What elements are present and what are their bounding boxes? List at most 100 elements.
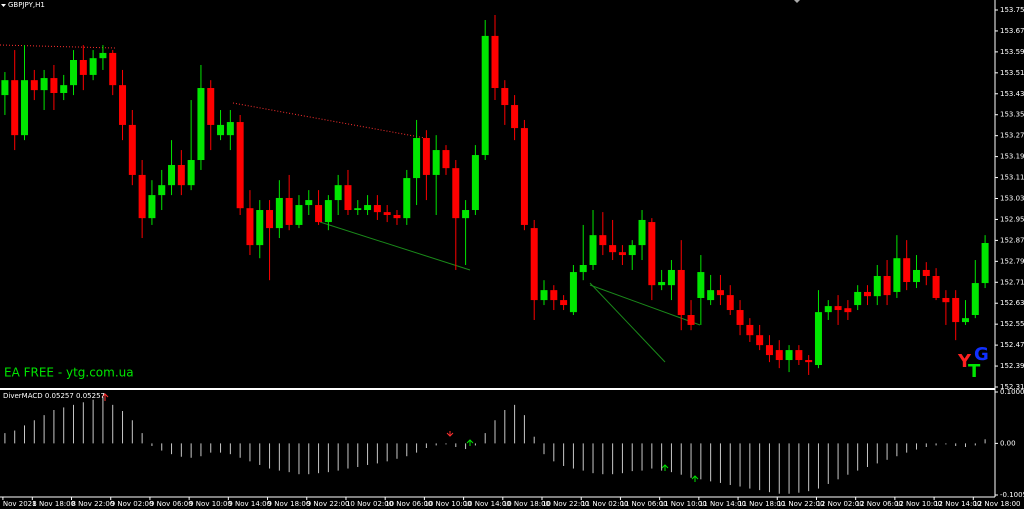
candle-body — [501, 88, 509, 106]
candle-body — [697, 272, 705, 298]
candle-body — [275, 197, 283, 229]
y-tick-label: 153.355 — [1000, 111, 1024, 119]
candle-body — [373, 205, 381, 213]
candle-body — [511, 105, 519, 129]
y-tick-label: 152.315 — [1000, 383, 1024, 391]
candle-body — [128, 124, 136, 175]
x-tick-label: 8 Nov 22:00 — [72, 500, 115, 508]
y-tick-label: 153.595 — [1000, 48, 1024, 56]
candle-body — [530, 228, 538, 301]
candle-body — [687, 315, 695, 325]
y-tick-label: 152.955 — [1000, 215, 1024, 223]
candle-body — [883, 275, 891, 296]
candle-body — [775, 350, 783, 361]
candle-body — [736, 310, 744, 325]
x-tick-label: 12 Nov 14:00 — [934, 500, 981, 508]
candle-body — [981, 243, 989, 284]
x-tick-label: 9 Nov 10:00 — [189, 500, 232, 508]
signal-arrows — [101, 393, 699, 482]
x-tick-label: 8 Nov 18:00 — [32, 500, 75, 508]
candle-body — [30, 80, 38, 91]
candle-body — [236, 122, 244, 209]
candle-body — [89, 58, 97, 75]
candle-body — [618, 252, 626, 256]
candle-body — [971, 283, 979, 316]
candle-body — [560, 300, 568, 306]
y-tick-label: 153.675 — [1000, 27, 1024, 35]
x-tick-label: 11 Nov 06:00 — [620, 500, 667, 508]
arrow-down — [446, 431, 454, 437]
x-tick-label: 12 Nov 18:00 — [973, 500, 1020, 508]
candle-body — [805, 360, 813, 363]
candle-body — [550, 290, 558, 301]
candle-body — [893, 258, 901, 292]
candle-body — [658, 282, 666, 286]
divergence-line — [0, 44, 116, 49]
candle-body — [70, 60, 78, 86]
arrow-up — [466, 439, 474, 446]
candle-body — [834, 306, 842, 311]
y-tick-label: 152.875 — [1000, 236, 1024, 244]
candle-body — [814, 312, 822, 366]
candle-body — [168, 164, 176, 186]
y-tick-label: 153.515 — [1000, 69, 1024, 77]
candle-body — [148, 195, 156, 219]
candle-body — [138, 174, 146, 219]
candle-body — [952, 297, 960, 323]
divergence-line — [589, 282, 666, 363]
candle-body — [226, 122, 234, 136]
candle-body — [60, 85, 68, 93]
candle-body — [334, 185, 342, 201]
candle-body — [491, 35, 499, 89]
candle-body — [903, 258, 911, 283]
candle-body — [854, 291, 862, 306]
y-tick-label: 153.435 — [1000, 90, 1024, 98]
candle-body — [432, 150, 440, 175]
arrow-up — [661, 464, 669, 471]
candle-body — [638, 219, 646, 246]
candle-body — [393, 214, 401, 219]
candle-body — [344, 185, 352, 211]
y-tick-label: -0.1005 — [1000, 491, 1024, 499]
y-tick-label: 0.100037 — [1000, 388, 1024, 396]
x-tick-label: 9 Nov 02:00 — [111, 500, 154, 508]
candle-body — [873, 275, 881, 297]
y-tick-label: 152.395 — [1000, 362, 1024, 370]
candle-body — [932, 275, 940, 298]
divergence-line — [232, 102, 426, 139]
candle-body — [315, 205, 323, 223]
candle-body — [481, 35, 489, 156]
candle-body — [579, 264, 587, 273]
candle-body — [844, 308, 852, 313]
candle-body — [677, 269, 685, 316]
candle-body — [716, 290, 724, 296]
y-tick-label: 0.00 — [1000, 439, 1016, 447]
candle-body — [21, 80, 29, 136]
candle-body — [364, 205, 372, 211]
candle-body — [707, 290, 715, 301]
y-tick-label: 153.275 — [1000, 132, 1024, 140]
y-tick-label: 152.475 — [1000, 341, 1024, 349]
candle-body — [40, 78, 48, 91]
arrow-up — [691, 475, 699, 482]
candle-body — [452, 168, 460, 219]
x-tick-label: 9 Nov 22:00 — [307, 500, 350, 508]
candle-body — [413, 138, 421, 179]
candle-body — [50, 78, 58, 93]
x-tick-label: 12 Nov 10:00 — [895, 500, 942, 508]
x-tick-label: 11 Nov 02:00 — [581, 500, 628, 508]
x-tick-label: 12 Nov 06:00 — [856, 500, 903, 508]
x-tick-label: 11 Nov 18:00 — [738, 500, 785, 508]
candle-body — [109, 52, 117, 86]
candle-body — [863, 291, 871, 297]
menu-marker — [1, 4, 6, 7]
candle-body — [11, 80, 19, 136]
candle-body — [79, 60, 87, 75]
candle-body — [266, 210, 274, 229]
candle-body — [824, 306, 832, 313]
candle-body — [462, 210, 470, 219]
y-tick-label: 152.555 — [1000, 320, 1024, 328]
